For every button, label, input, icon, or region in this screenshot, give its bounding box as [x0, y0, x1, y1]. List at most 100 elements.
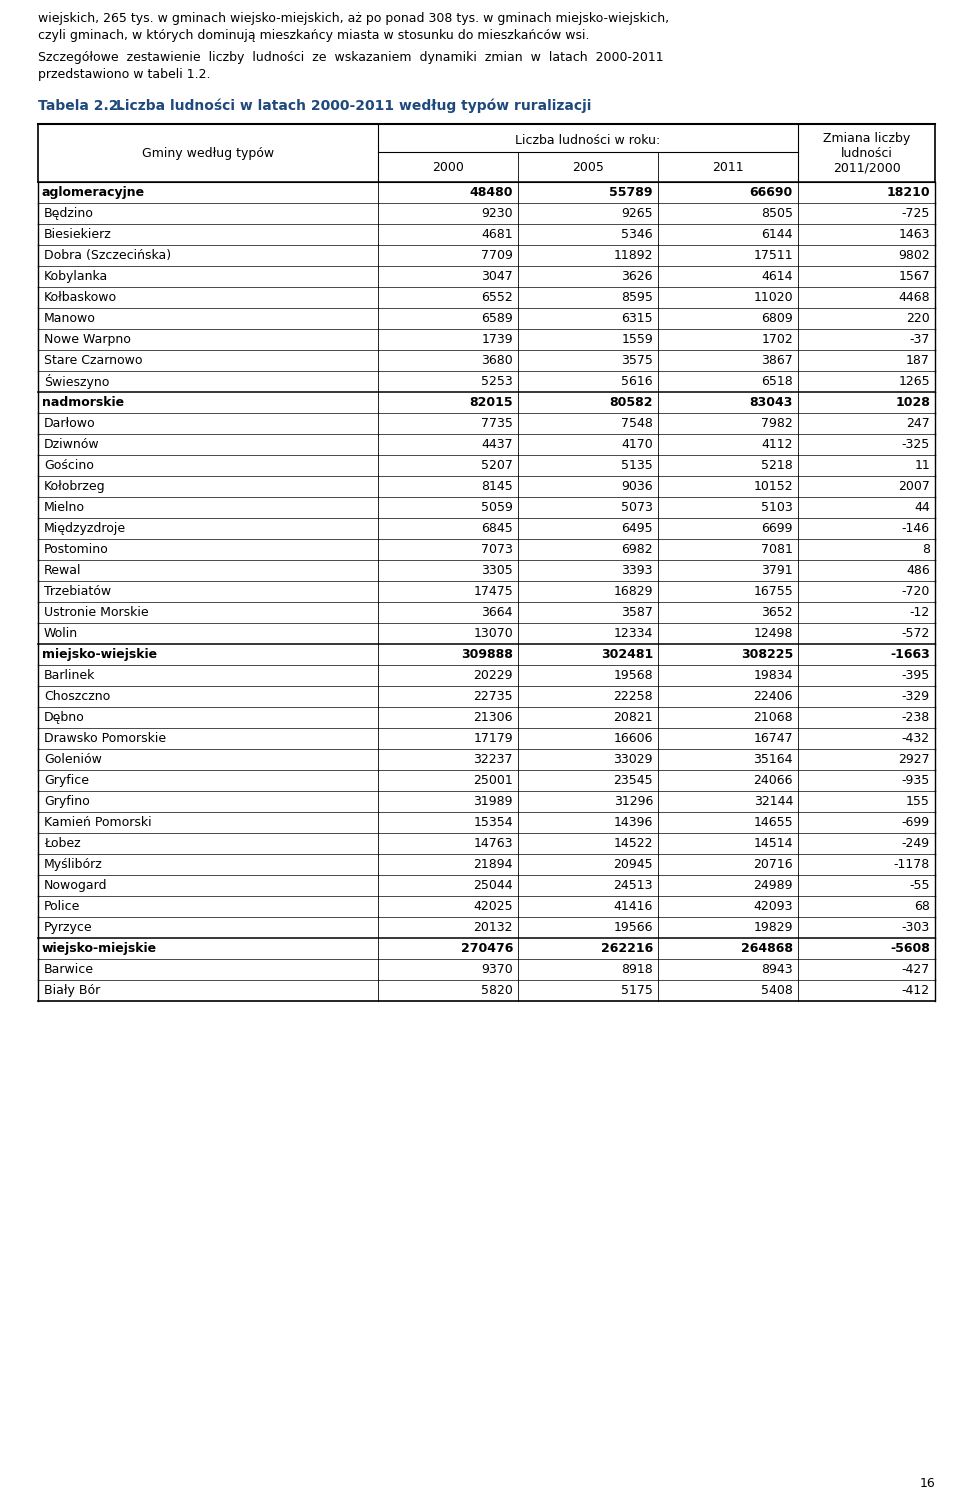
Text: 5207: 5207	[481, 459, 513, 473]
Text: 31296: 31296	[613, 795, 653, 809]
Text: 80582: 80582	[610, 396, 653, 410]
Text: 16755: 16755	[754, 586, 793, 598]
Text: Będzino: Będzino	[44, 208, 94, 220]
Text: 55789: 55789	[610, 187, 653, 199]
Text: 23545: 23545	[613, 774, 653, 788]
Text: przedstawiono w tabeli 1.2.: przedstawiono w tabeli 1.2.	[38, 68, 210, 81]
Text: 308225: 308225	[741, 648, 793, 661]
Text: Gościno: Gościno	[44, 459, 94, 473]
Text: Dębno: Dębno	[44, 711, 84, 724]
Text: 24513: 24513	[613, 880, 653, 892]
Text: -572: -572	[901, 626, 930, 640]
Text: 6809: 6809	[761, 312, 793, 325]
Text: -1663: -1663	[890, 648, 930, 661]
Text: Dobra (Szczecińska): Dobra (Szczecińska)	[44, 248, 171, 262]
Text: Nowe Warpno: Nowe Warpno	[44, 333, 131, 346]
Text: -935: -935	[901, 774, 930, 788]
Text: 3393: 3393	[621, 565, 653, 577]
Text: 5253: 5253	[481, 375, 513, 389]
Text: Postomino: Postomino	[44, 544, 108, 556]
Text: 5218: 5218	[761, 459, 793, 473]
Text: wiejskich, 265 tys. w gminach wiejsko-miejskich, aż po ponad 308 tys. w gminach : wiejskich, 265 tys. w gminach wiejsko-mi…	[38, 12, 669, 26]
Text: 3664: 3664	[482, 607, 513, 619]
Text: 6518: 6518	[761, 375, 793, 389]
Text: 247: 247	[906, 417, 930, 431]
Text: Liczba ludności w roku:: Liczba ludności w roku:	[516, 134, 660, 148]
Text: 24989: 24989	[754, 880, 793, 892]
Text: 66690: 66690	[750, 187, 793, 199]
Text: Mielno: Mielno	[44, 501, 85, 514]
Text: 5408: 5408	[761, 985, 793, 997]
Text: 14522: 14522	[613, 837, 653, 851]
Text: 6589: 6589	[481, 312, 513, 325]
Text: 2005: 2005	[572, 161, 604, 173]
Text: 6982: 6982	[621, 544, 653, 556]
Text: 19829: 19829	[754, 922, 793, 934]
Text: czyli gminach, w których dominują mieszkańcy miasta w stosunku do mieszkańców ws: czyli gminach, w których dominują mieszk…	[38, 29, 589, 42]
Text: 5135: 5135	[621, 459, 653, 473]
Text: 8: 8	[922, 544, 930, 556]
Text: 32237: 32237	[473, 753, 513, 767]
Text: 14655: 14655	[754, 816, 793, 830]
Text: 4170: 4170	[621, 438, 653, 452]
Text: Międzyzdroje: Międzyzdroje	[44, 523, 126, 535]
Text: Stare Czarnowo: Stare Czarnowo	[44, 354, 142, 367]
Text: 42025: 42025	[473, 901, 513, 913]
Text: Goleniów: Goleniów	[44, 753, 102, 767]
Text: 3047: 3047	[481, 270, 513, 283]
Text: Łobez: Łobez	[44, 837, 81, 851]
Text: 5175: 5175	[621, 985, 653, 997]
Text: 8943: 8943	[761, 964, 793, 976]
Text: Świeszyno: Świeszyno	[44, 373, 109, 389]
Text: 5073: 5073	[621, 501, 653, 514]
Text: 11020: 11020	[754, 291, 793, 304]
Text: 68: 68	[914, 901, 930, 913]
Text: 3652: 3652	[761, 607, 793, 619]
Text: -395: -395	[901, 669, 930, 682]
Text: 7709: 7709	[481, 248, 513, 262]
Text: Barwice: Barwice	[44, 964, 94, 976]
Text: 32144: 32144	[754, 795, 793, 809]
Text: Ustronie Morskie: Ustronie Morskie	[44, 607, 149, 619]
Text: 15354: 15354	[473, 816, 513, 830]
Text: 9036: 9036	[621, 480, 653, 492]
Text: 24066: 24066	[754, 774, 793, 788]
Text: 1028: 1028	[895, 396, 930, 410]
Text: 4681: 4681	[481, 229, 513, 241]
Text: 31989: 31989	[473, 795, 513, 809]
Text: 264868: 264868	[741, 943, 793, 955]
Text: 309888: 309888	[461, 648, 513, 661]
Text: 9230: 9230	[481, 208, 513, 220]
Text: 6552: 6552	[481, 291, 513, 304]
Text: 8145: 8145	[481, 480, 513, 492]
Text: -12: -12	[910, 607, 930, 619]
Text: -412: -412	[901, 985, 930, 997]
Text: 5820: 5820	[481, 985, 513, 997]
Text: 1702: 1702	[761, 333, 793, 346]
Text: -249: -249	[901, 837, 930, 851]
Text: Zmiana liczby
ludności
2011/2000: Zmiana liczby ludności 2011/2000	[823, 131, 910, 175]
Text: 262216: 262216	[601, 943, 653, 955]
Text: 7735: 7735	[481, 417, 513, 431]
Text: aglomeracyjne: aglomeracyjne	[42, 187, 145, 199]
Text: 6144: 6144	[761, 229, 793, 241]
Text: -329: -329	[901, 690, 930, 703]
Text: -55: -55	[909, 880, 930, 892]
Text: Kołobrzeg: Kołobrzeg	[44, 480, 106, 492]
Text: Kamień Pomorski: Kamień Pomorski	[44, 816, 152, 830]
Text: Kołbaskowo: Kołbaskowo	[44, 291, 117, 304]
Text: Manowo: Manowo	[44, 312, 96, 325]
Text: 11892: 11892	[613, 248, 653, 262]
Text: 22406: 22406	[754, 690, 793, 703]
Text: 5103: 5103	[761, 501, 793, 514]
Text: 8595: 8595	[621, 291, 653, 304]
Text: Gryfice: Gryfice	[44, 774, 89, 788]
Text: 20229: 20229	[473, 669, 513, 682]
Text: 2000: 2000	[432, 161, 464, 173]
Text: Liczba ludności w latach 2000-2011 według typów ruralizacji: Liczba ludności w latach 2000-2011 wedłu…	[116, 99, 591, 113]
Text: 7081: 7081	[761, 544, 793, 556]
Text: 3305: 3305	[481, 565, 513, 577]
Text: 7073: 7073	[481, 544, 513, 556]
Text: 486: 486	[906, 565, 930, 577]
Text: 44: 44	[914, 501, 930, 514]
